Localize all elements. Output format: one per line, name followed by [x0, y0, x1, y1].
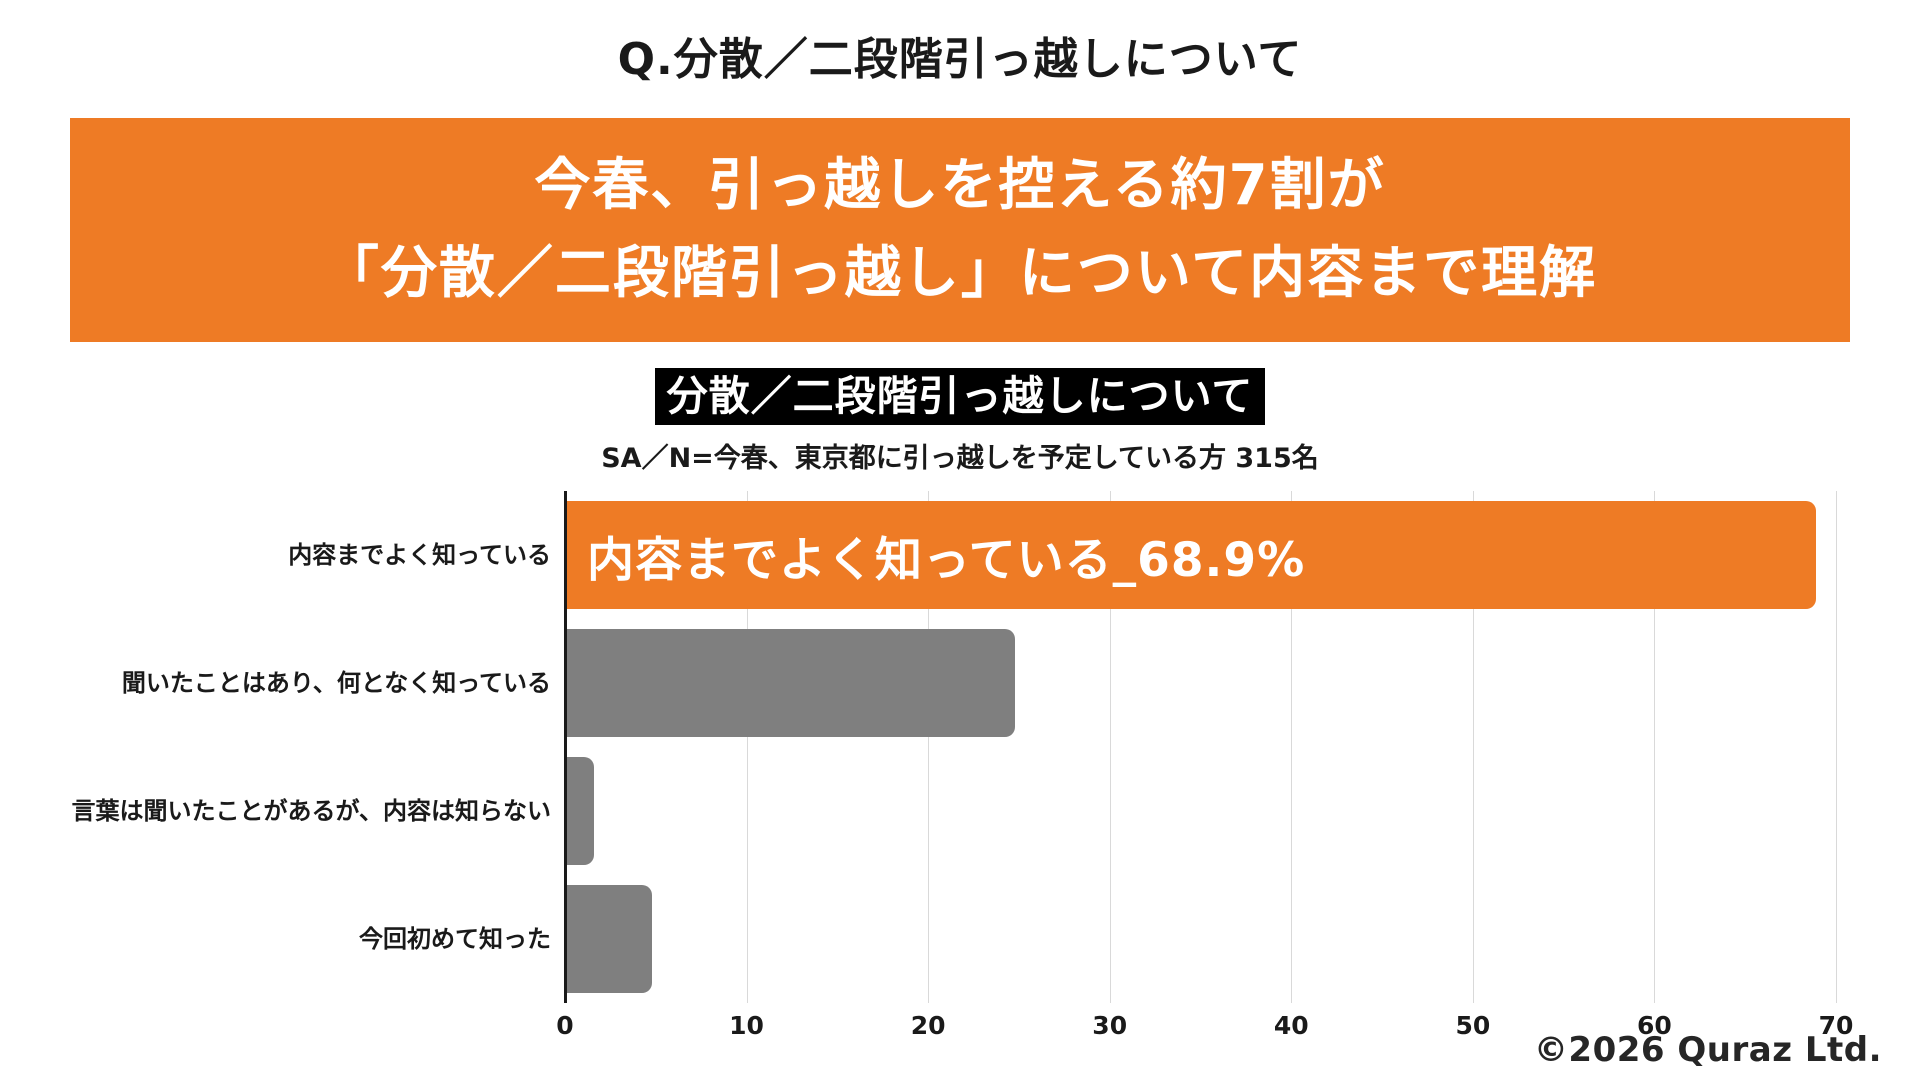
bar-first-time	[565, 885, 653, 993]
gridline-70	[1836, 491, 1837, 1003]
x-tick-0: 0	[556, 1011, 574, 1040]
bar-heard-only	[565, 757, 595, 865]
bar-chart-plot-area: 内容までよく知っている 内容までよく知っている_68.9% 聞いたことはあり、何…	[71, 491, 1837, 1003]
x-tick-50: 50	[1455, 1011, 1491, 1040]
x-tick-10: 10	[729, 1011, 764, 1040]
headline-line-1: 今春、引っ越しを控える約7割が	[534, 153, 1386, 218]
page-title: Q.分散／二段階引っ越しについて	[617, 34, 1303, 85]
sample-note: SA／N=今春、東京都に引っ越しを予定している方 315名	[601, 443, 1319, 474]
gridline-10	[746, 491, 748, 1003]
chart-heading-wrap: 分散／二段階引っ越しについて	[0, 368, 1920, 425]
copyright-notice: ©2026 Quraz Ltd.	[1533, 1030, 1882, 1070]
category-label-3: 言葉は聞いたことがあるが、内容は知らない	[71, 797, 551, 825]
y-axis-line	[564, 491, 567, 1003]
x-tick-60: 60	[1637, 1011, 1672, 1040]
x-tick-20: 20	[910, 1011, 946, 1040]
bar-somewhat-known	[565, 629, 1016, 737]
x-tick-70: 70	[1818, 1011, 1854, 1040]
bar-row-1: 内容までよく知っている 内容までよく知っている_68.9%	[288, 491, 1836, 619]
headline-banner: 今春、引っ越しを控える約7割が 「分散／二段階引っ越し」について内容まで理解	[70, 118, 1850, 342]
headline-line-2: 「分散／二段階引っ越し」について内容まで理解	[322, 241, 1598, 306]
gridline-50	[1472, 491, 1474, 1003]
bar-well-known: 内容までよく知っている_68.9%	[565, 501, 1817, 609]
chart-heading: 分散／二段階引っ越しについて	[654, 368, 1266, 425]
bar-data-label: 内容までよく知っている_68.9%	[587, 532, 1306, 588]
gridline-60	[1654, 491, 1656, 1003]
bar-row-2: 聞いたことはあり、何となく知っている	[122, 619, 1836, 747]
x-tick-40: 40	[1273, 1011, 1309, 1040]
gridline-20	[928, 491, 930, 1003]
x-axis: 0 10 20 30 40 50 60 70	[556, 1007, 1853, 1045]
category-label-1: 内容までよく知っている	[288, 541, 551, 569]
gridline-30	[1109, 491, 1111, 1003]
x-tick-30: 30	[1092, 1011, 1128, 1040]
gridline-40	[1291, 491, 1293, 1003]
bar-row-4: 今回初めて知った	[359, 875, 1836, 1003]
category-label-2: 聞いたことはあり、何となく知っている	[121, 669, 551, 697]
bar-row-3: 言葉は聞いたことがあるが、内容は知らない	[71, 747, 1836, 875]
category-label-4: 今回初めて知った	[359, 925, 551, 953]
